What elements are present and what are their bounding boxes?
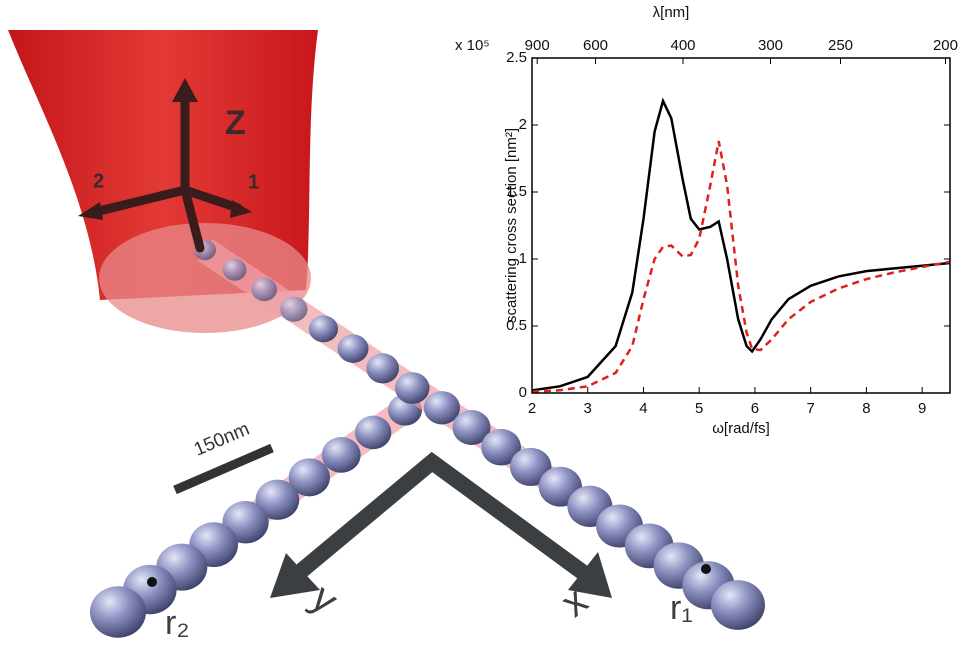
x2-tick-label: 600 bbox=[583, 37, 608, 54]
axis-label: 2 bbox=[93, 170, 104, 192]
axis-label: 1 bbox=[248, 171, 259, 193]
nanoparticle bbox=[424, 391, 460, 424]
endpoint-label: r₂ bbox=[165, 604, 190, 642]
nanoparticle bbox=[338, 334, 369, 362]
x-tick-label: 3 bbox=[584, 400, 592, 417]
nanoparticle bbox=[322, 437, 361, 473]
scale-label: 150nm bbox=[191, 419, 253, 461]
x2-tick-label: 250 bbox=[828, 37, 853, 54]
x2-tick-label: 300 bbox=[758, 37, 783, 54]
endpoint-dot bbox=[701, 564, 711, 574]
y-multiplier: x 10⁵ bbox=[455, 37, 490, 54]
y-tick-label: 0 bbox=[519, 384, 527, 401]
x2-tick-label: 400 bbox=[671, 37, 696, 54]
x-tick-label: 4 bbox=[639, 400, 647, 417]
x-axis-label: ω[rad/fs] bbox=[712, 420, 770, 437]
beam-spot bbox=[99, 223, 311, 333]
x2-tick-label: 200 bbox=[933, 37, 958, 54]
x2-tick-label: 900 bbox=[525, 37, 550, 54]
x-tick-label: 2 bbox=[528, 400, 536, 417]
nanoparticle bbox=[280, 297, 307, 322]
endpoint-label: r₁ bbox=[670, 589, 693, 627]
nanoparticle bbox=[309, 315, 338, 342]
x-tick-label: 7 bbox=[806, 400, 814, 417]
nanoparticle bbox=[366, 353, 399, 383]
x-tick-label: 8 bbox=[862, 400, 870, 417]
nanoparticle bbox=[355, 416, 391, 450]
nanoparticle bbox=[251, 278, 277, 302]
y-tick-label: 2.5 bbox=[506, 49, 527, 66]
nanoparticle bbox=[90, 586, 146, 638]
endpoint-dot bbox=[147, 577, 157, 587]
scale-bar bbox=[175, 448, 272, 490]
x2-axis-label: λ[nm] bbox=[653, 4, 690, 21]
nanoparticle bbox=[223, 259, 247, 281]
x-tick-label: 5 bbox=[695, 400, 703, 417]
nanoparticle bbox=[395, 372, 429, 404]
nanoparticle bbox=[711, 580, 765, 630]
figure: Z 1 2 150nm y x r₂ r₁ 234567899006004003… bbox=[0, 0, 971, 645]
plot-background bbox=[532, 58, 950, 393]
axis-label: Z bbox=[225, 104, 246, 142]
x-tick-label: 6 bbox=[751, 400, 759, 417]
x-tick-label: 9 bbox=[918, 400, 926, 417]
y-axis-label: scattering cross section [nm²] bbox=[503, 128, 520, 323]
